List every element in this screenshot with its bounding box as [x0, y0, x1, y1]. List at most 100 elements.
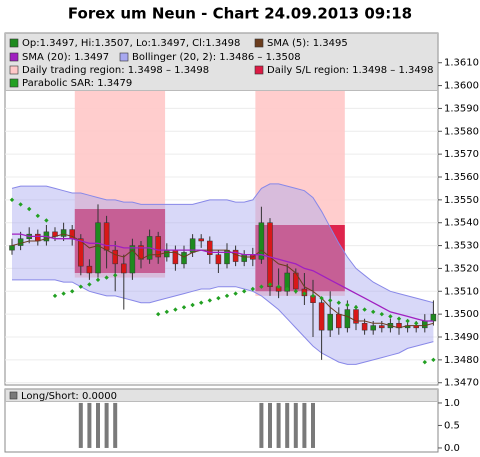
legend-label: Parabolic SAR: 1.3479: [22, 78, 132, 89]
candle-body: [430, 313, 437, 322]
sar-point: [190, 302, 195, 308]
bar: [276, 402, 281, 448]
y-tick-label: 0.0: [444, 443, 460, 454]
y-tick-label: 1.3610: [444, 58, 479, 69]
plot-layer: [5, 62, 438, 384]
candle-body: [215, 254, 222, 265]
sar-point: [353, 305, 359, 310]
candle-body: [35, 233, 41, 242]
candle-body: [353, 309, 359, 324]
sar-point: [233, 291, 238, 296]
sar-point: [242, 289, 247, 294]
legend-label: Op:1.3497, Hi:1.3507, Lo:1.3497, Cl:1.34…: [22, 38, 240, 49]
y-tick-label: 1.3480: [444, 355, 479, 366]
chart-title: Forex um Neun - Chart 24.09.2013 09:18: [68, 5, 412, 23]
bar: [113, 402, 118, 448]
bollinger-upper: [11, 183, 434, 304]
candle-body: [318, 302, 325, 331]
candle-body: [86, 265, 93, 274]
sar-point: [70, 289, 75, 294]
sar-point: [250, 286, 255, 292]
sar-point: [113, 273, 118, 278]
sar-point: [95, 277, 101, 283]
y-tick-label: 1.3500: [444, 309, 479, 320]
legend-label: Daily trading region: 1.3498 – 1.3498: [22, 65, 209, 76]
y-tick-label: 1.3530: [444, 241, 479, 252]
sar-point: [276, 284, 281, 289]
sar-point: [216, 295, 221, 301]
candle-body: [361, 323, 368, 331]
legend-swatch: [9, 38, 19, 48]
sar-point: [414, 321, 419, 326]
bar: [104, 402, 109, 448]
sar-point: [293, 289, 298, 294]
sar-point: [61, 291, 66, 296]
legend-swatch: [9, 391, 18, 400]
y-tick-label: 1.3580: [444, 126, 479, 137]
bar: [87, 402, 92, 448]
sar-point: [52, 293, 58, 299]
sar-point: [44, 218, 49, 223]
legend-swatch: [254, 65, 264, 75]
legend-box: [5, 33, 438, 91]
legend-label: Daily S/L region: 1.3498 – 1.3498: [267, 65, 433, 76]
sar-point: [156, 311, 161, 317]
legend-swatch: [254, 38, 264, 48]
sar-point: [422, 359, 427, 365]
y-tick-label: 1.0: [444, 398, 460, 409]
sma-line: [11, 233, 434, 329]
sar-point: [199, 300, 204, 305]
bar: [302, 402, 307, 448]
sar-point: [379, 311, 384, 317]
y-tick-label: 1.3540: [444, 218, 479, 229]
sar-point: [27, 206, 32, 212]
candle-body: [95, 222, 101, 274]
candle-body: [370, 325, 376, 331]
candle-body: [9, 245, 15, 251]
candle-body: [60, 229, 67, 237]
candle-body: [78, 238, 84, 267]
sar-point: [310, 293, 316, 299]
sar-point: [78, 284, 83, 289]
y-tick-label: 0.5: [444, 420, 460, 431]
candle-body: [155, 236, 161, 258]
candle-body: [344, 309, 351, 329]
bar: [293, 402, 298, 448]
candle-body: [17, 238, 24, 246]
candle-body: [207, 240, 213, 255]
legend-swatch: [9, 65, 19, 75]
sar-point: [319, 295, 324, 301]
sar-point: [104, 275, 109, 280]
candle-body: [129, 245, 136, 274]
y-tick-label: 1.3520: [444, 263, 479, 274]
legend-label: SMA (20): 1.3497: [22, 52, 109, 63]
sar-point: [345, 302, 350, 308]
legend-box: [5, 389, 438, 402]
sar-point: [362, 307, 367, 312]
legend-label: SMA (5): 1.3495: [267, 38, 348, 49]
sar-point: [328, 298, 333, 303]
sar-point: [396, 316, 402, 321]
candle-body: [112, 249, 118, 265]
sar-point: [224, 293, 230, 299]
bar: [259, 402, 264, 448]
legend-label: Long/Short: 0.0000: [21, 391, 117, 402]
legend-swatch: [9, 78, 19, 88]
sar-point: [267, 282, 273, 287]
sar-point: [336, 300, 341, 305]
candle-body: [258, 222, 265, 260]
y-tick-label: 1.3570: [444, 149, 479, 160]
sar-point: [9, 197, 15, 203]
candle-body: [121, 263, 127, 274]
sar-point: [431, 357, 436, 363]
candle-body: [164, 249, 170, 258]
bar: [285, 402, 290, 448]
sar-point: [388, 314, 393, 319]
sar-point: [164, 309, 169, 315]
sar-point: [371, 309, 376, 315]
sma-line: [12, 233, 434, 322]
y-tick-label: 1.3550: [444, 195, 479, 206]
plot-layer: [78, 402, 315, 448]
